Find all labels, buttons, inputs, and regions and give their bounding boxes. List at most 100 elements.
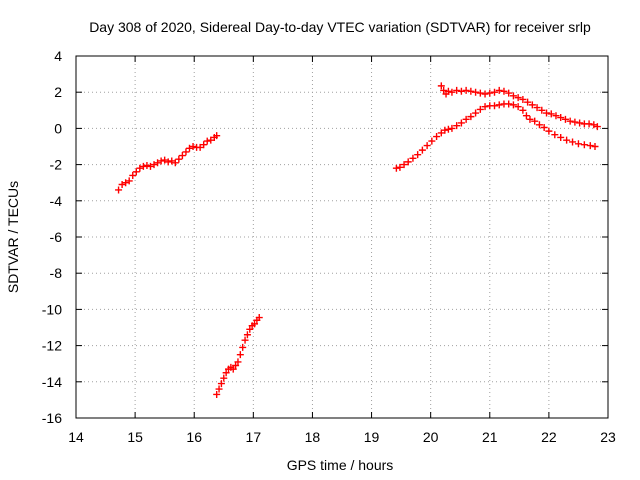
data-point-trace-4 <box>462 86 470 94</box>
data-point-trace-3 <box>441 126 449 134</box>
data-point-trace-2 <box>241 336 249 344</box>
data-point-trace-4 <box>440 86 448 94</box>
y-tick-label: -2 <box>50 157 63 173</box>
x-tick-label: 18 <box>305 429 321 445</box>
data-point-trace-4 <box>437 82 445 90</box>
data-point-trace-4 <box>491 88 499 96</box>
y-tick-label: 4 <box>54 48 62 64</box>
data-point-trace-4 <box>476 89 484 97</box>
data-point-trace-3 <box>519 106 527 114</box>
data-point-trace-3 <box>557 133 565 141</box>
data-point-trace-3 <box>495 101 503 109</box>
data-point-trace-3 <box>574 140 582 148</box>
x-tick-label: 20 <box>423 429 439 445</box>
data-point-trace-1 <box>136 164 144 172</box>
data-point-trace-1 <box>143 162 151 170</box>
y-tick-label: -10 <box>42 301 62 317</box>
data-point-trace-2 <box>251 320 259 328</box>
data-point-trace-3 <box>522 112 530 120</box>
data-point-trace-4 <box>585 120 593 128</box>
data-point-trace-4 <box>505 89 513 97</box>
data-point-trace-3 <box>551 131 559 139</box>
data-point-trace-1 <box>118 181 126 189</box>
data-point-trace-3 <box>505 100 513 108</box>
data-point-trace-3 <box>491 102 499 110</box>
data-point-trace-4 <box>593 123 601 131</box>
data-point-trace-4 <box>495 86 503 94</box>
data-point-trace-3 <box>423 142 431 150</box>
data-point-trace-1 <box>185 144 193 152</box>
data-point-trace-1 <box>189 143 197 150</box>
x-tick-label: 15 <box>127 429 143 445</box>
data-point-trace-4 <box>576 119 584 127</box>
data-point-trace-3 <box>591 143 599 150</box>
data-point-trace-4 <box>557 114 565 122</box>
data-point-trace-4 <box>486 89 494 97</box>
data-point-trace-4 <box>524 98 532 106</box>
data-point-trace-2 <box>246 325 254 333</box>
data-point-trace-4 <box>561 115 569 123</box>
data-point-trace-3 <box>569 138 577 146</box>
data-point-trace-4 <box>543 109 551 117</box>
data-point-trace-1 <box>154 159 162 167</box>
data-point-trace-4 <box>571 118 579 126</box>
data-point-trace-4 <box>509 92 517 100</box>
data-point-trace-1 <box>161 156 169 164</box>
data-point-trace-1 <box>122 179 130 187</box>
y-tick-label: -8 <box>50 265 63 281</box>
data-point-trace-1 <box>132 168 140 176</box>
data-point-trace-4 <box>444 87 452 95</box>
data-point-trace-3 <box>428 137 436 145</box>
data-point-trace-1 <box>139 162 147 170</box>
y-tick-label: 2 <box>54 84 62 100</box>
data-point-trace-1 <box>196 143 204 151</box>
x-tick-label: 22 <box>541 429 557 445</box>
y-tick-label: -16 <box>42 410 62 426</box>
x-tick-label: 19 <box>364 429 380 445</box>
data-point-trace-3 <box>433 133 441 141</box>
data-point-trace-3 <box>453 122 461 130</box>
data-point-trace-4 <box>552 112 560 120</box>
data-point-trace-2 <box>234 358 242 366</box>
data-point-trace-3 <box>396 163 404 171</box>
data-point-trace-3 <box>545 127 553 135</box>
data-point-trace-1 <box>157 157 165 165</box>
data-point-trace-3 <box>481 103 489 111</box>
data-point-trace-3 <box>531 117 539 125</box>
data-point-trace-3 <box>476 105 484 113</box>
data-point-trace-3 <box>563 136 571 144</box>
x-tick-label: 21 <box>482 429 498 445</box>
data-point-trace-1 <box>171 159 179 167</box>
data-point-trace-3 <box>418 146 426 154</box>
data-point-trace-1 <box>203 137 211 145</box>
data-point-trace-2 <box>236 351 244 359</box>
y-tick-label: -6 <box>50 229 63 245</box>
data-point-trace-3 <box>444 125 452 133</box>
x-tick-label: 16 <box>186 429 202 445</box>
axis-ticks <box>75 55 609 419</box>
data-point-trace-3 <box>467 113 475 121</box>
y-tick-label: -14 <box>42 374 62 390</box>
y-tick-label: -4 <box>50 193 63 209</box>
data-point-trace-4 <box>590 121 598 129</box>
data-point-trace-4 <box>533 104 541 112</box>
data-point-trace-1 <box>213 132 221 140</box>
data-point-trace-3 <box>409 154 417 162</box>
data-point-trace-2 <box>220 374 228 382</box>
data-point-trace-4 <box>453 86 461 94</box>
data-point-trace-1 <box>182 148 190 156</box>
y-axis-label: SDTVAR / TECUs <box>5 181 21 293</box>
data-point-trace-3 <box>580 141 588 149</box>
chart-title: Day 308 of 2020, Sidereal Day-to-day VTE… <box>89 19 591 35</box>
data-point-trace-2 <box>255 314 263 322</box>
data-point-trace-1 <box>129 171 137 179</box>
data-points <box>115 82 601 398</box>
y-tick-labels: 4 2 0 -2 -4 -6 -8 -10 -12 -14 -16 <box>42 48 62 426</box>
data-point-trace-3 <box>526 115 534 123</box>
x-tick-label: 17 <box>246 429 262 445</box>
x-tick-label: 14 <box>68 429 84 445</box>
data-point-trace-3 <box>448 124 456 132</box>
data-point-trace-3 <box>457 119 465 127</box>
data-point-trace-4 <box>448 88 456 96</box>
